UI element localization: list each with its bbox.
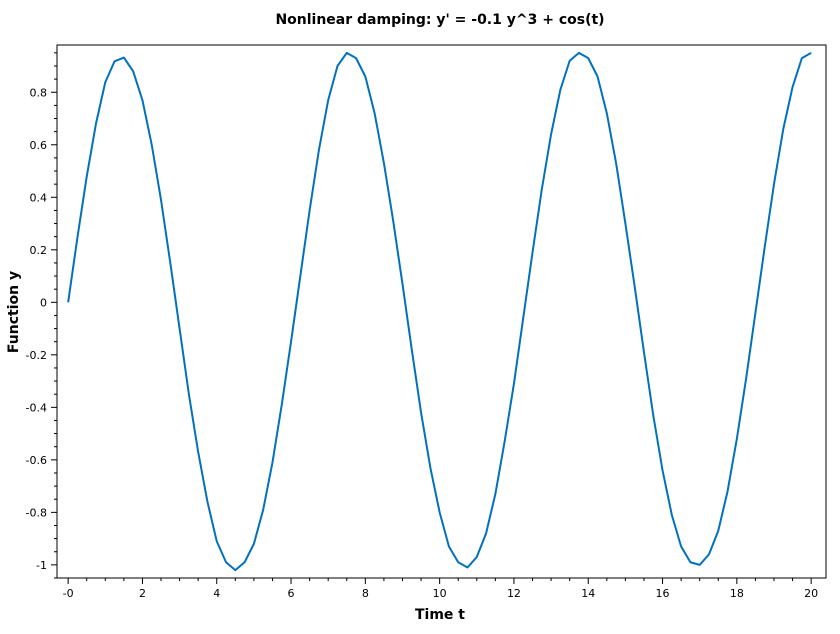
x-tick-label: 16	[656, 587, 670, 600]
y-tick-label: 0.4	[30, 191, 48, 204]
x-tick-label: 2	[139, 587, 146, 600]
plot-frame	[56, 44, 827, 579]
x-axis-title: Time t	[415, 607, 465, 623]
axes: -0 2 4 6 8 10 12 14 16 18 20 -1 -0.8 -0.6 -0.4 -0.2 0 0.2…	[26, 44, 827, 600]
plot-area	[67, 51, 812, 572]
y-tick-label: -0.4	[26, 401, 47, 414]
y-tick-label: 0	[40, 296, 47, 309]
x-tick-label: 8	[362, 587, 369, 600]
x-tick-label: 14	[581, 587, 595, 600]
x-tick-label: -0	[63, 587, 74, 600]
y-tick-label: -0.8	[26, 506, 47, 519]
x-tick-label: 18	[730, 587, 744, 600]
chart-title: Nonlinear damping: y' = -0.1 y^3 + cos(t…	[275, 12, 604, 28]
x-tick-label: 12	[507, 587, 521, 600]
y-axis-title: Function y	[6, 271, 22, 353]
y-tick-label: -0.2	[26, 349, 47, 362]
x-tick-label: 4	[213, 587, 220, 600]
y-tick-label: -0.6	[26, 454, 47, 467]
x-tick-label: 20	[804, 587, 818, 600]
y-tick-label: 0.2	[30, 244, 48, 257]
x-tick-label: 6	[288, 587, 295, 600]
series-line	[67, 51, 812, 572]
y-tick-label: -1	[36, 559, 47, 572]
y-tick-label: 0.8	[30, 86, 48, 99]
x-tick-label: 10	[433, 587, 447, 600]
y-tick-label: 0.6	[30, 139, 48, 152]
